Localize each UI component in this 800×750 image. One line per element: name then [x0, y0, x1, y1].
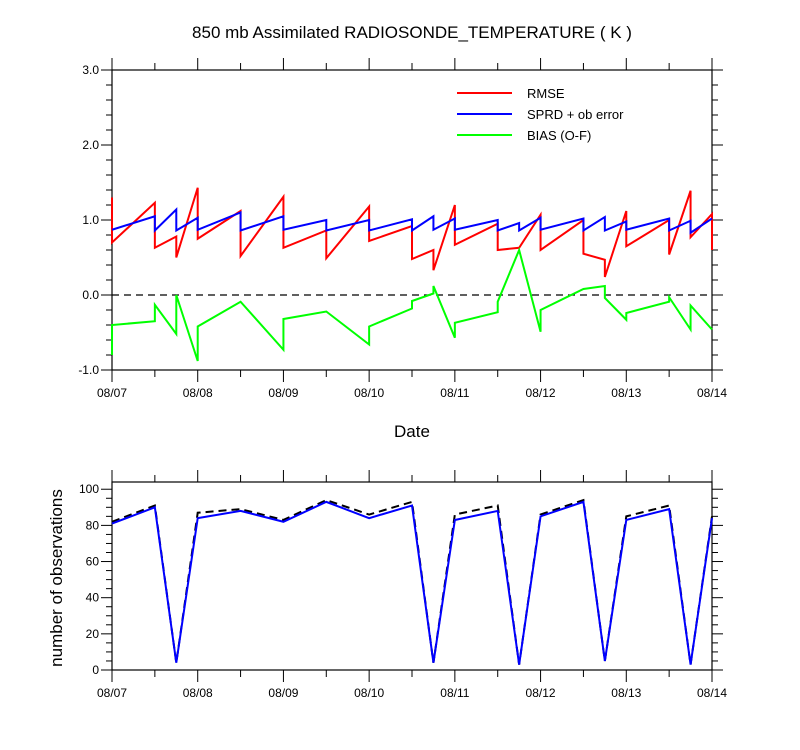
x-tick-label: 08/08	[183, 386, 213, 400]
series-line-bias-o-f	[111, 246, 713, 362]
y-tick-label: 1.0	[82, 213, 99, 227]
x-tick-label: 08/12	[526, 386, 556, 400]
bottom-chart: 08/07 08/08 08/09 08/10 08/11 08/12 08/13 08/14…	[79, 470, 727, 700]
x-tick-label: 08/11	[440, 386, 469, 400]
series-line-possible-observations	[111, 498, 713, 665]
y-tick-label: 60	[86, 555, 100, 569]
x-tick-label: 08/14	[697, 386, 727, 400]
x-tick-label: 08/13	[611, 686, 641, 700]
x-tick-label: 08/10	[354, 386, 384, 400]
x-tick-label: 08/07	[97, 386, 127, 400]
x-tick-label: 08/14	[697, 686, 727, 700]
x-tick-label: 08/11	[440, 686, 469, 700]
legend: RMSE SPRD + ob error BIAS (O-F)	[457, 86, 624, 143]
series-line-assimilated-observations	[111, 500, 713, 665]
y-tick-label: 0.0	[82, 288, 99, 302]
series-line-sprd-ob-error	[111, 207, 713, 235]
x-tick-label: 08/13	[611, 386, 641, 400]
y-tick-label: 20	[86, 627, 100, 641]
chart-title: 850 mb Assimilated RADIOSONDE_TEMPERATUR…	[192, 23, 632, 42]
legend-label-rmse: RMSE	[527, 86, 565, 101]
legend-label-sprd-ob-error: SPRD + ob error	[527, 107, 624, 122]
legend-label-bias-o-f: BIAS (O-F)	[527, 128, 591, 143]
x-tick-label: 08/12	[526, 686, 556, 700]
x-tick-label: 08/09	[268, 386, 298, 400]
x-tick-label: 08/09	[268, 686, 298, 700]
x-tick-label: 08/07	[97, 686, 127, 700]
y-tick-label: 3.0	[82, 63, 99, 77]
y-tick-label: 0	[92, 663, 99, 677]
top-x-axis-title: Date	[394, 422, 430, 441]
bottom-y-axis-title: number of observations	[47, 489, 66, 667]
x-tick-label: 08/10	[354, 686, 384, 700]
y-tick-label: 40	[86, 591, 100, 605]
y-tick-label: 100	[79, 482, 99, 496]
y-tick-label: 2.0	[82, 138, 99, 152]
top-chart: 08/07 08/08 08/09 08/10 08/11 08/12 08/13 08/14…	[78, 58, 727, 400]
y-tick-label: -1.0	[78, 363, 99, 377]
y-tick-label: 80	[86, 518, 100, 532]
x-tick-label: 08/08	[183, 686, 213, 700]
series-line-rmse	[111, 187, 713, 278]
